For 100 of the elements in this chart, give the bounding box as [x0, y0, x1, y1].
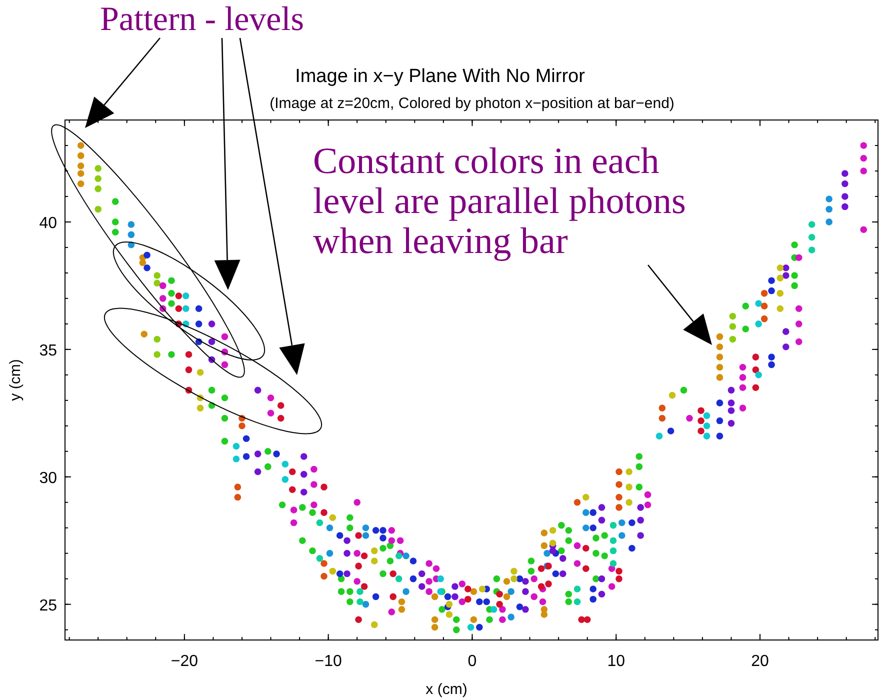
point — [516, 575, 524, 582]
point — [610, 537, 617, 544]
point — [559, 555, 566, 562]
point — [264, 463, 272, 470]
point — [208, 338, 216, 346]
point — [752, 354, 760, 360]
point — [493, 575, 500, 582]
point — [362, 600, 370, 608]
point — [716, 364, 724, 371]
point — [168, 351, 175, 358]
point — [538, 583, 545, 590]
point — [782, 272, 790, 279]
point — [467, 624, 474, 631]
point — [590, 524, 596, 532]
point — [195, 305, 202, 312]
x-tick-label: −10 — [314, 653, 342, 670]
point — [410, 558, 417, 564]
point — [77, 142, 84, 149]
point — [842, 203, 848, 210]
point — [196, 368, 204, 376]
point — [458, 580, 466, 588]
point — [299, 537, 306, 544]
point — [742, 326, 750, 332]
point — [370, 558, 378, 564]
point — [522, 588, 529, 595]
point — [112, 228, 119, 236]
point — [344, 537, 350, 544]
point — [667, 428, 674, 434]
point — [716, 400, 724, 406]
point — [370, 547, 378, 554]
point — [545, 580, 552, 588]
point — [362, 524, 370, 532]
point — [637, 516, 644, 524]
point — [354, 550, 361, 557]
point — [234, 494, 242, 501]
point — [144, 252, 150, 258]
point — [388, 526, 396, 534]
point — [431, 616, 438, 624]
point — [755, 372, 762, 378]
point — [395, 575, 402, 582]
point — [616, 494, 622, 501]
point — [739, 364, 746, 371]
y-tick-label: 35 — [39, 342, 58, 360]
point — [360, 552, 368, 560]
point — [628, 519, 636, 526]
point — [310, 481, 318, 488]
point — [590, 586, 596, 592]
point — [267, 394, 274, 402]
point — [610, 547, 617, 554]
point — [760, 290, 768, 297]
point — [558, 547, 565, 554]
point — [582, 544, 590, 552]
point — [168, 300, 175, 307]
point — [300, 488, 308, 496]
point — [432, 565, 440, 572]
point — [372, 593, 380, 600]
point — [356, 588, 364, 595]
point — [370, 621, 378, 628]
point — [154, 351, 160, 358]
point — [128, 221, 135, 228]
point — [139, 259, 146, 266]
point — [185, 351, 192, 358]
point — [503, 593, 510, 600]
point — [795, 254, 802, 262]
point — [196, 404, 204, 412]
point — [232, 456, 240, 462]
point — [618, 519, 626, 526]
point — [344, 570, 350, 578]
point — [729, 312, 736, 320]
point — [528, 558, 535, 564]
point — [175, 292, 182, 300]
chart-subtitle: (Image at z=20cm, Colored by photon x−position at bar−end) — [270, 95, 674, 112]
point — [860, 168, 868, 174]
point — [768, 277, 775, 284]
point — [300, 453, 308, 460]
point — [698, 417, 704, 424]
point — [637, 532, 644, 539]
point — [310, 466, 318, 473]
point — [346, 524, 354, 532]
point — [776, 305, 784, 312]
point — [601, 532, 608, 539]
point — [326, 524, 334, 532]
point — [446, 600, 453, 608]
point — [795, 320, 802, 328]
point — [510, 568, 518, 575]
point — [668, 392, 676, 399]
point — [610, 560, 617, 567]
point — [516, 603, 524, 610]
point — [388, 608, 396, 616]
y-tick-label: 25 — [39, 597, 58, 614]
point — [329, 568, 336, 575]
point — [338, 588, 345, 595]
x-tick-label: 0 — [468, 653, 477, 670]
point — [431, 593, 438, 600]
point — [590, 509, 596, 516]
point — [380, 534, 386, 542]
point — [195, 320, 202, 328]
point — [372, 526, 380, 534]
point — [182, 292, 190, 300]
point — [549, 540, 556, 547]
